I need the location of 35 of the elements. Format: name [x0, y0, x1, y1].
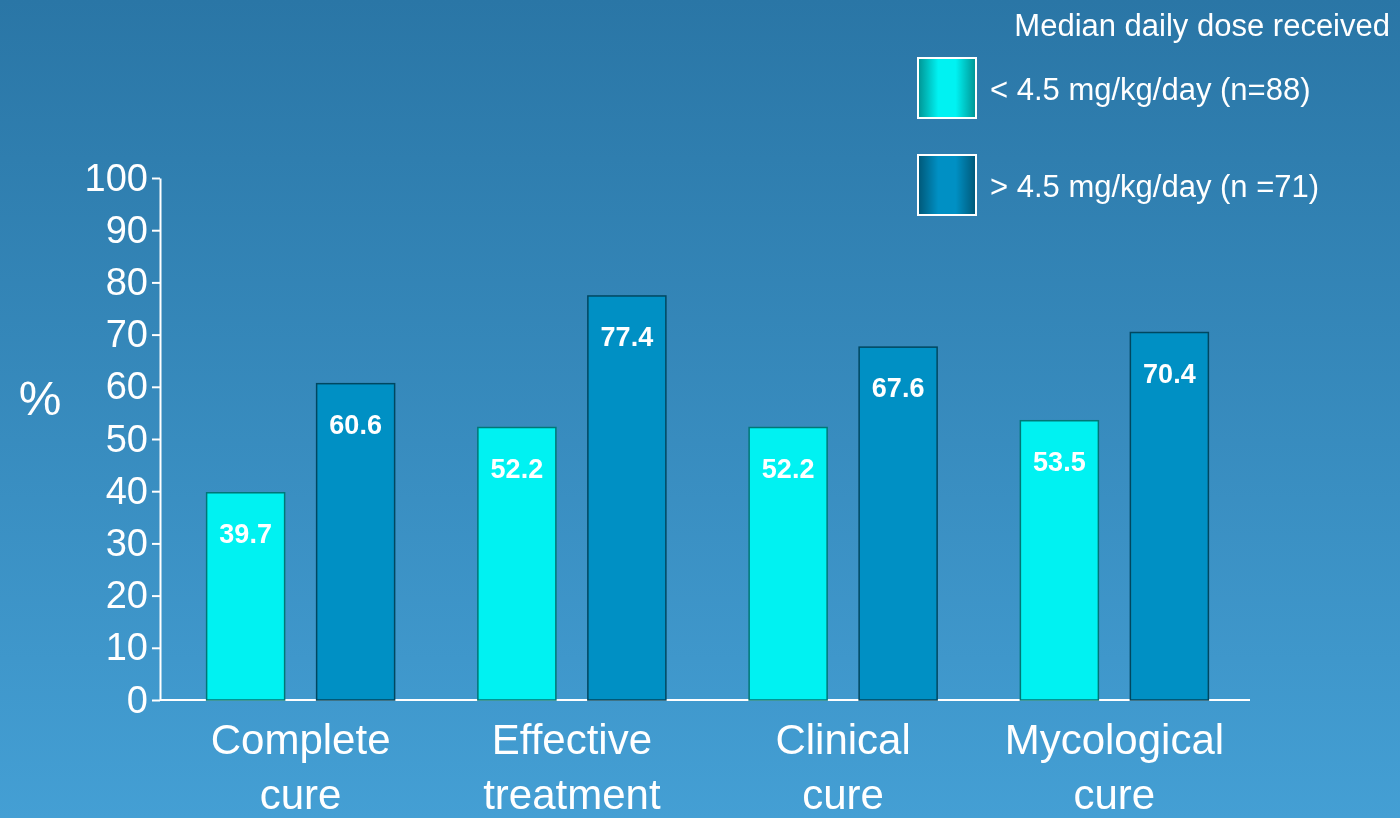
y-tick-label: 60: [105, 365, 148, 408]
y-tick-label: 80: [105, 261, 148, 304]
legend-label: > 4.5 mg/kg/day (n =71): [990, 169, 1320, 204]
data-label: 39.7: [219, 518, 272, 549]
data-label: 52.2: [761, 453, 815, 484]
y-tick-label: 40: [105, 469, 148, 512]
bar: [477, 426, 557, 701]
data-label: 67.6: [871, 373, 925, 404]
y-tick-label: 20: [105, 574, 148, 617]
x-tick-label: Complete cure: [210, 716, 391, 818]
data-label: 52.2: [490, 453, 544, 484]
x-tick-label: Mycological cure: [1004, 716, 1225, 818]
legend-label: < 4.5 mg/kg/day (n=88): [990, 72, 1311, 107]
y-tick-label: 90: [105, 208, 148, 251]
legend-title: Median daily dose received: [1014, 8, 1390, 43]
bar: [587, 295, 667, 701]
y-tick-label: 100: [84, 156, 148, 199]
data-label: 77.4: [600, 321, 654, 352]
y-tick-label: 30: [105, 522, 148, 565]
y-tick-label: 0: [126, 678, 148, 721]
data-label: 70.4: [1143, 358, 1196, 389]
bar: [205, 492, 286, 701]
x-tick-label: Effective treatment: [483, 716, 661, 818]
bar: [1019, 419, 1100, 701]
bar: [748, 426, 828, 701]
bar: [315, 382, 396, 701]
bar: [1129, 331, 1210, 701]
y-tick-label: 50: [105, 417, 148, 460]
y-axis-title: %: [18, 372, 62, 425]
y-tick-label: 10: [105, 626, 148, 669]
data-label: 60.6: [329, 409, 382, 440]
y-tick-label: 70: [105, 313, 148, 356]
x-tick-label: Clinical cure: [775, 716, 911, 818]
data-label: 53.5: [1033, 446, 1086, 477]
bar: [858, 346, 938, 701]
